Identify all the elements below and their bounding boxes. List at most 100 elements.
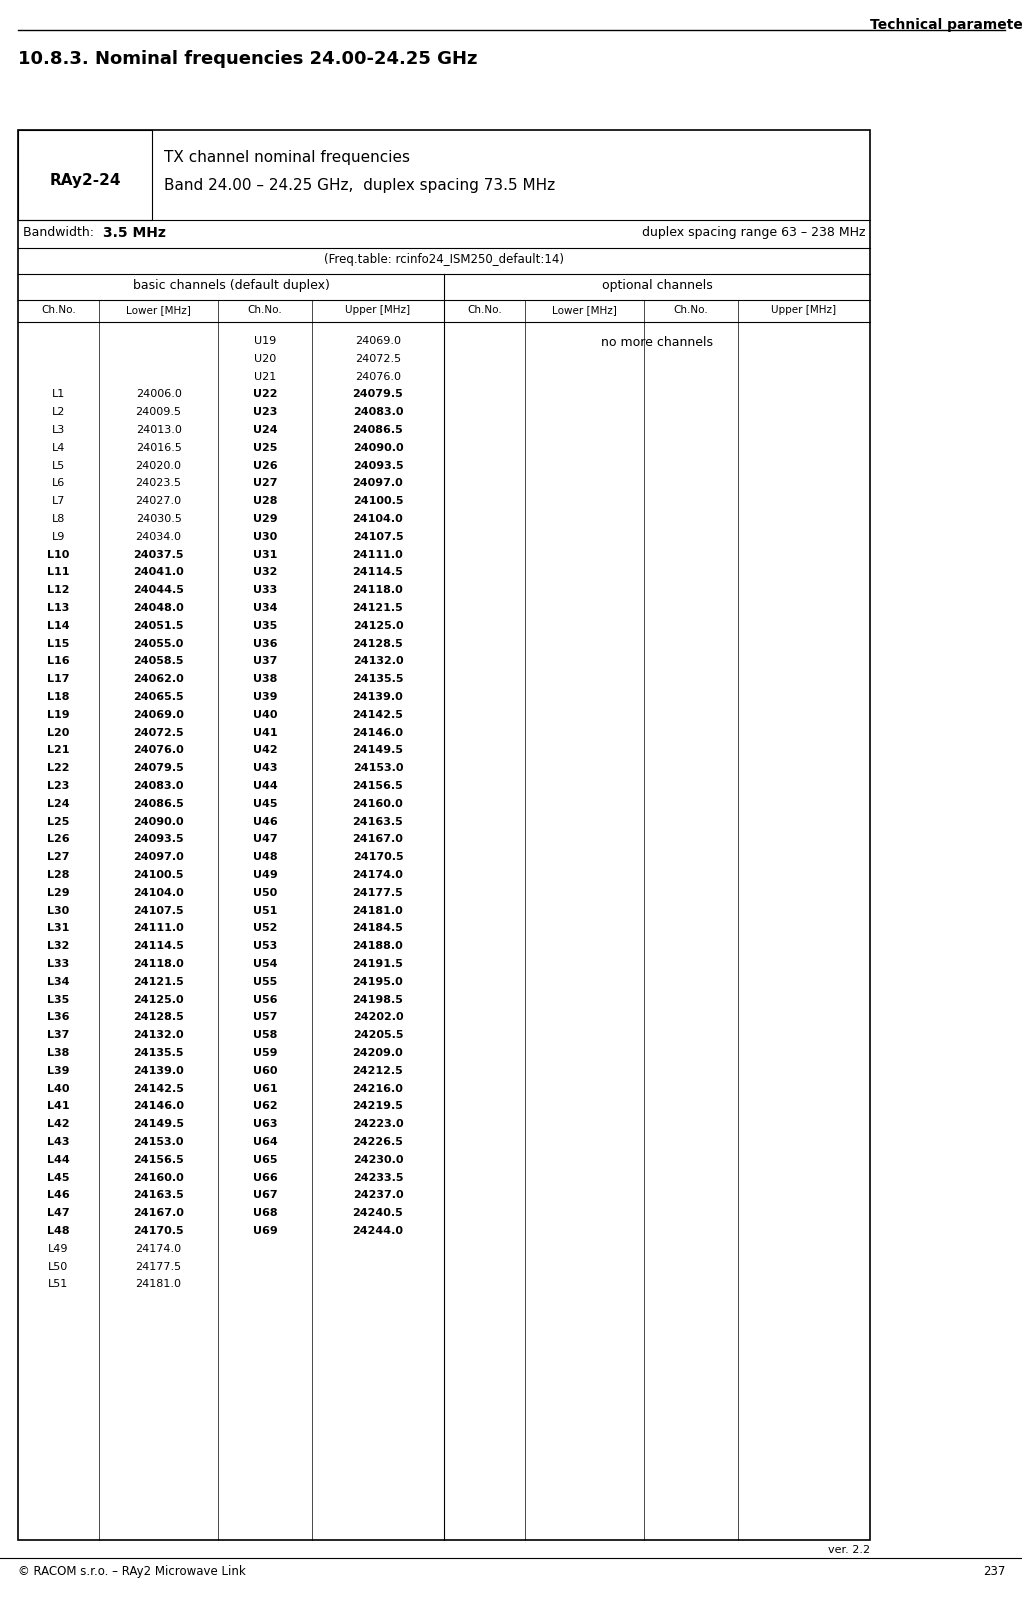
Text: 24072.5: 24072.5 (355, 353, 401, 365)
Text: 24128.5: 24128.5 (133, 1012, 184, 1022)
Text: 24139.0: 24139.0 (133, 1067, 184, 1076)
Text: 24121.5: 24121.5 (133, 977, 184, 987)
Text: 24058.5: 24058.5 (133, 657, 184, 667)
Text: U22: U22 (252, 390, 277, 400)
Text: 24156.5: 24156.5 (353, 780, 404, 792)
Text: basic channels (default duplex): basic channels (default duplex) (133, 278, 329, 293)
Text: 24132.0: 24132.0 (353, 657, 404, 667)
Text: L14: L14 (47, 620, 69, 630)
Text: 24177.5: 24177.5 (136, 1262, 182, 1271)
Text: L8: L8 (52, 513, 65, 524)
Text: 24023.5: 24023.5 (136, 478, 182, 488)
Text: L6: L6 (52, 478, 65, 488)
Text: L1: L1 (52, 390, 65, 400)
Text: L35: L35 (47, 995, 69, 1004)
Text: L49: L49 (48, 1244, 68, 1254)
Text: 24167.0: 24167.0 (133, 1209, 184, 1218)
Text: U47: U47 (252, 835, 277, 844)
Text: L16: L16 (47, 657, 69, 667)
Text: 24114.5: 24114.5 (133, 942, 184, 951)
Text: L51: L51 (48, 1279, 68, 1289)
Text: L31: L31 (47, 923, 69, 934)
Text: L21: L21 (47, 745, 69, 755)
Text: L36: L36 (47, 1012, 69, 1022)
Text: 24170.5: 24170.5 (353, 852, 404, 862)
Text: U39: U39 (252, 692, 277, 702)
Text: 24118.0: 24118.0 (353, 585, 404, 595)
Text: U43: U43 (252, 763, 277, 774)
Text: U34: U34 (252, 603, 277, 612)
Text: 24135.5: 24135.5 (133, 1047, 184, 1059)
Text: U45: U45 (252, 800, 277, 809)
Text: 24142.5: 24142.5 (133, 1084, 184, 1094)
Text: 24128.5: 24128.5 (353, 638, 404, 649)
Text: 24149.5: 24149.5 (353, 745, 404, 755)
Text: 24191.5: 24191.5 (353, 959, 404, 969)
Text: U30: U30 (253, 532, 277, 542)
Text: 24097.0: 24097.0 (133, 852, 184, 862)
Text: U41: U41 (252, 728, 277, 737)
Bar (18, 130, 870, 1540)
Text: 24153.0: 24153.0 (133, 1137, 184, 1146)
Text: U69: U69 (252, 1226, 277, 1236)
Text: U42: U42 (252, 745, 277, 755)
Text: L9: L9 (52, 532, 65, 542)
Text: U20: U20 (253, 353, 276, 365)
Text: U40: U40 (252, 710, 277, 720)
Text: 24020.0: 24020.0 (136, 461, 182, 470)
Text: 24237.0: 24237.0 (353, 1190, 404, 1201)
Text: 24146.0: 24146.0 (353, 728, 404, 737)
Text: L34: L34 (47, 977, 69, 987)
Text: U51: U51 (252, 905, 277, 916)
Text: 24181.0: 24181.0 (353, 905, 404, 916)
Text: 24048.0: 24048.0 (133, 603, 184, 612)
Text: U24: U24 (252, 425, 277, 435)
Text: L3: L3 (52, 425, 65, 435)
Text: 24107.5: 24107.5 (353, 532, 404, 542)
Text: 24044.5: 24044.5 (133, 585, 184, 595)
Text: 24041.0: 24041.0 (133, 568, 184, 577)
Text: optional channels: optional channels (602, 278, 712, 293)
Text: 24121.5: 24121.5 (353, 603, 404, 612)
Text: 3.5 MHz: 3.5 MHz (103, 225, 166, 240)
Text: Band 24.00 – 24.25 GHz,  duplex spacing 73.5 MHz: Band 24.00 – 24.25 GHz, duplex spacing 7… (164, 177, 555, 193)
Text: U36: U36 (252, 638, 277, 649)
Text: L22: L22 (47, 763, 69, 774)
Text: L20: L20 (47, 728, 69, 737)
Text: Lower [MHz]: Lower [MHz] (552, 305, 617, 315)
Text: 24090.0: 24090.0 (353, 443, 404, 453)
Text: 24212.5: 24212.5 (353, 1067, 404, 1076)
Text: U56: U56 (252, 995, 277, 1004)
Text: L27: L27 (47, 852, 69, 862)
Text: Technical parameters: Technical parameters (870, 18, 1022, 32)
Text: 24079.5: 24079.5 (133, 763, 184, 774)
Text: 24177.5: 24177.5 (353, 887, 404, 897)
Text: Ch.No.: Ch.No. (247, 305, 282, 315)
Text: L47: L47 (47, 1209, 69, 1218)
Text: L33: L33 (47, 959, 69, 969)
Text: Ch.No.: Ch.No. (673, 305, 708, 315)
Text: U26: U26 (252, 461, 277, 470)
Text: U54: U54 (252, 959, 277, 969)
Text: U31: U31 (252, 550, 277, 560)
Text: 24230.0: 24230.0 (353, 1154, 404, 1164)
Bar (18, 130, 152, 221)
Text: L26: L26 (47, 835, 69, 844)
Text: U44: U44 (252, 780, 277, 792)
Text: 24055.0: 24055.0 (134, 638, 184, 649)
Text: 24062.0: 24062.0 (133, 675, 184, 684)
Text: 24104.0: 24104.0 (133, 887, 184, 897)
Text: L7: L7 (52, 496, 65, 507)
Text: 24118.0: 24118.0 (133, 959, 184, 969)
Text: L43: L43 (47, 1137, 69, 1146)
Text: L13: L13 (47, 603, 69, 612)
Text: 24009.5: 24009.5 (136, 408, 182, 417)
Text: L38: L38 (47, 1047, 69, 1059)
Text: U60: U60 (252, 1067, 277, 1076)
Text: L17: L17 (47, 675, 69, 684)
Text: 24233.5: 24233.5 (353, 1172, 404, 1183)
Text: 24132.0: 24132.0 (133, 1030, 184, 1041)
Text: 24170.5: 24170.5 (133, 1226, 184, 1236)
Text: 24027.0: 24027.0 (136, 496, 182, 507)
Text: U59: U59 (252, 1047, 277, 1059)
